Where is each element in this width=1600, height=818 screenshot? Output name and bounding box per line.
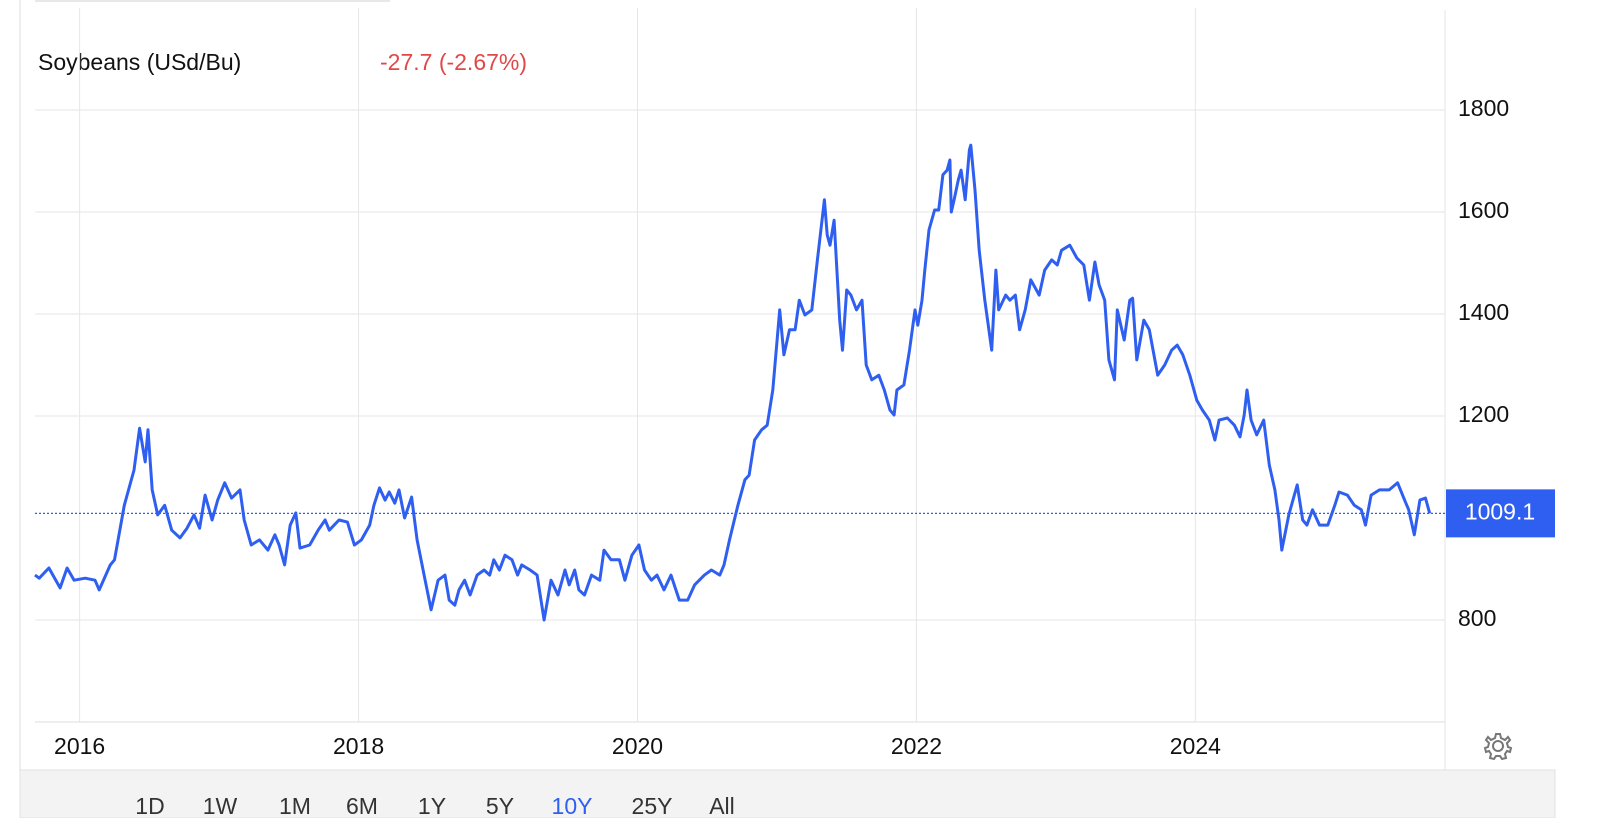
range-button[interactable]: 10Y bbox=[552, 793, 593, 818]
last-value-label: 1009.1 bbox=[1465, 498, 1535, 524]
range-button[interactable]: 1Y bbox=[418, 793, 446, 818]
x-tick-label: 2018 bbox=[333, 733, 384, 759]
x-tick-label: 2024 bbox=[1170, 733, 1221, 759]
y-tick-label: 800 bbox=[1458, 605, 1496, 631]
y-tick-label: 1200 bbox=[1458, 401, 1509, 427]
settings-icon[interactable] bbox=[1483, 733, 1513, 761]
y-tick-label: 1400 bbox=[1458, 299, 1509, 325]
range-button[interactable]: All bbox=[709, 793, 735, 818]
range-button[interactable]: 5Y bbox=[486, 793, 514, 818]
range-button[interactable]: 1D bbox=[135, 793, 164, 818]
change: -27.7 (-2.67%) bbox=[380, 49, 527, 75]
range-button[interactable]: 6M bbox=[346, 793, 378, 818]
price-line bbox=[34, 143, 1432, 622]
last-value-box bbox=[1446, 489, 1555, 538]
range-button[interactable]: 1M bbox=[279, 793, 311, 818]
range-button[interactable]: 1W bbox=[203, 793, 238, 818]
range-bar bbox=[19, 769, 1556, 818]
y-tick-label: 1800 bbox=[1458, 95, 1509, 121]
y-tick-label: 1600 bbox=[1458, 197, 1509, 223]
chart-title: Soybeans (USd/Bu) bbox=[38, 49, 241, 75]
x-tick-label: 2022 bbox=[891, 733, 942, 759]
x-tick-label: 2020 bbox=[612, 733, 663, 759]
range-button[interactable]: 25Y bbox=[632, 793, 673, 818]
x-tick-label: 2016 bbox=[54, 733, 105, 759]
